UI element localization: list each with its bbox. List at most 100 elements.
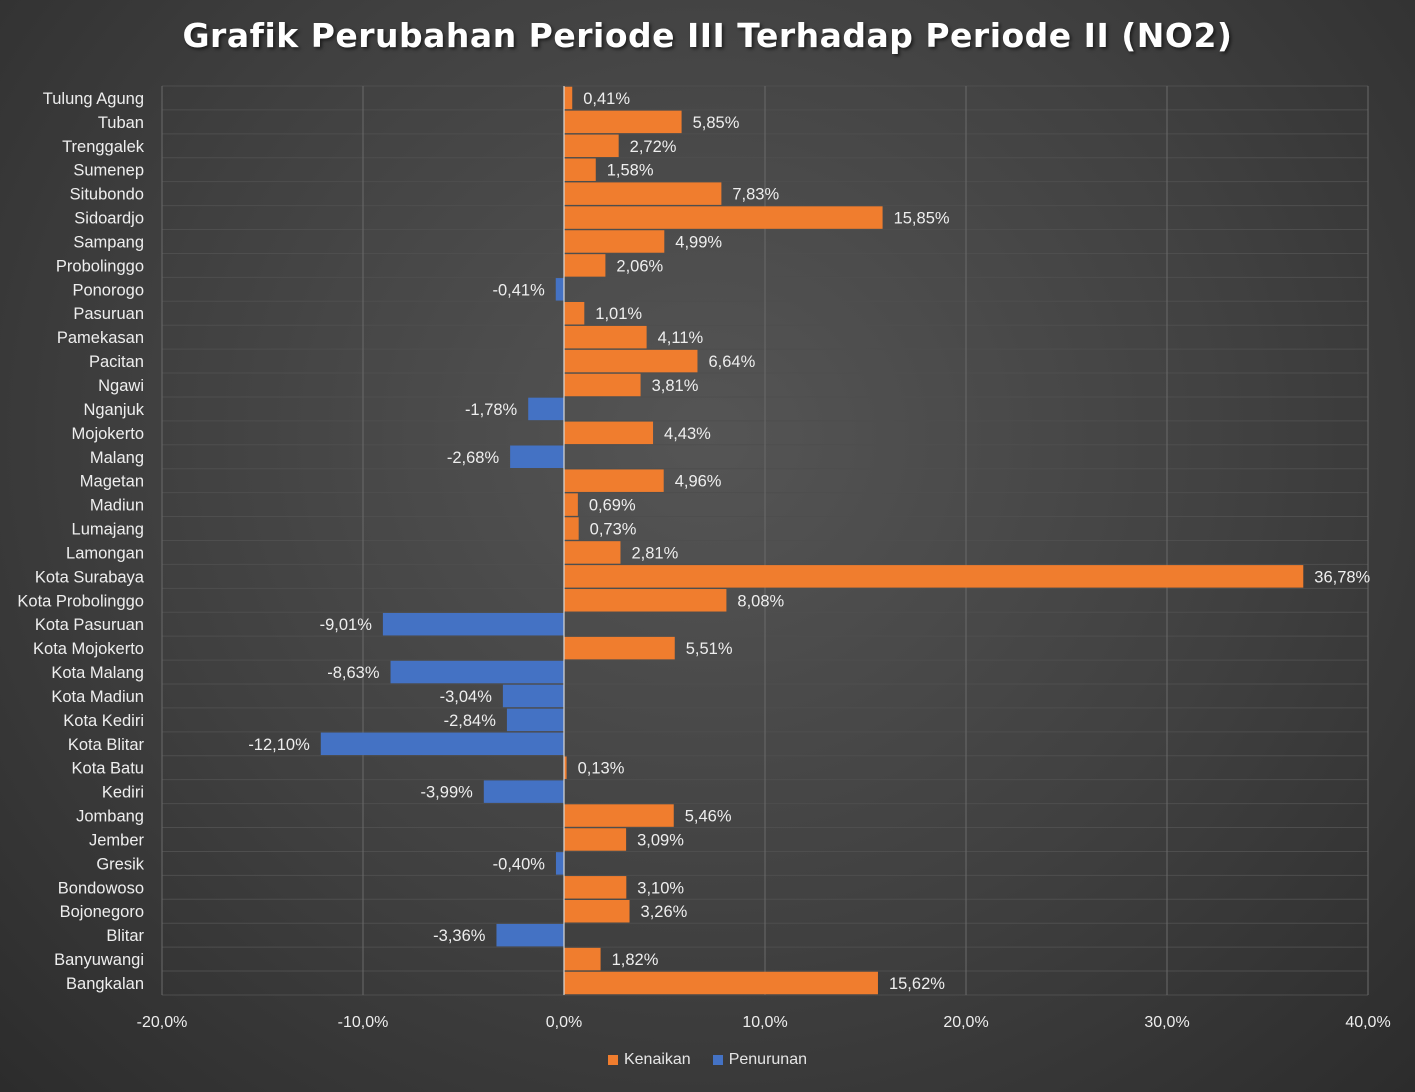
data-label: -3,36% xyxy=(433,927,486,945)
bar xyxy=(555,278,564,301)
category-label: Blitar xyxy=(106,927,144,945)
data-label: 0,13% xyxy=(578,760,625,778)
bar xyxy=(320,732,564,756)
category-label: Tulung Agung xyxy=(43,90,144,108)
category-label: Kota Blitar xyxy=(68,736,145,754)
chart-title: Grafik Perubahan Periode III Terhadap Pe… xyxy=(182,16,1233,55)
bar xyxy=(564,971,878,995)
bar xyxy=(502,684,564,708)
bar xyxy=(564,493,578,516)
x-tick-label: -10,0% xyxy=(338,1014,389,1031)
category-label: Jombang xyxy=(76,808,144,826)
data-label: 4,43% xyxy=(664,425,711,443)
bar xyxy=(483,780,564,803)
data-label: -1,78% xyxy=(465,401,518,419)
data-label: 5,46% xyxy=(685,808,732,826)
bar xyxy=(564,565,1304,588)
data-label: 2,06% xyxy=(616,257,663,275)
data-label: -0,40% xyxy=(493,855,546,873)
category-label: Situbondo xyxy=(70,186,144,204)
bar xyxy=(564,589,727,612)
category-label: Lamongan xyxy=(66,544,144,562)
data-label: 1,01% xyxy=(595,305,642,323)
bars xyxy=(320,86,1304,995)
x-tick-label: -20,0% xyxy=(137,1014,188,1031)
legend-label-kenaikan: Kenaikan xyxy=(623,1051,691,1068)
data-label: 1,82% xyxy=(612,951,659,969)
data-label: 6,64% xyxy=(708,353,755,371)
category-label: Pacitan xyxy=(89,353,144,371)
bar xyxy=(564,828,627,851)
category-label: Gresik xyxy=(96,855,144,873)
category-label: Ngawi xyxy=(98,377,144,395)
bar xyxy=(564,541,621,564)
category-label: Kediri xyxy=(102,784,144,802)
category-label: Kota Pasuruan xyxy=(35,616,144,634)
data-label: -12,10% xyxy=(248,736,310,754)
data-label: 7,83% xyxy=(732,186,779,204)
data-label: -3,04% xyxy=(440,688,493,706)
legend-label-penurunan: Penurunan xyxy=(728,1051,807,1068)
category-label: Kota Batu xyxy=(72,760,144,778)
category-label: Banyuwangi xyxy=(54,951,144,969)
category-label: Bondowoso xyxy=(58,879,144,897)
bar xyxy=(564,947,601,971)
category-label: Kota Surabaya xyxy=(35,568,145,586)
category-label: Pasuruan xyxy=(73,305,144,323)
category-label: Tuban xyxy=(98,114,144,132)
data-label: 4,96% xyxy=(675,473,722,491)
bar xyxy=(510,445,564,469)
x-tick-label: 10,0% xyxy=(742,1014,787,1031)
bar xyxy=(564,230,665,253)
category-label: Kota Mojokerto xyxy=(33,640,144,658)
data-label: 0,69% xyxy=(589,497,636,515)
bar xyxy=(564,804,674,827)
bar xyxy=(564,373,641,397)
bar xyxy=(564,325,647,349)
category-label: Malang xyxy=(90,449,144,467)
category-label: Lumajang xyxy=(72,521,144,539)
x-axis-tick-labels: -20,0% -10,0% 0,0% 10,0% 20,0% 30,0% 40,0% xyxy=(137,1014,1391,1031)
category-label: Kota Kediri xyxy=(63,712,144,730)
data-label: 2,81% xyxy=(631,544,678,562)
data-label: 5,51% xyxy=(686,640,733,658)
data-label: 3,09% xyxy=(637,831,684,849)
x-tick-label: 0,0% xyxy=(546,1014,582,1031)
bar xyxy=(564,110,682,134)
data-label: -8,63% xyxy=(327,664,380,682)
bar xyxy=(564,301,585,325)
data-label: 1,58% xyxy=(607,162,654,180)
bar xyxy=(496,923,564,947)
bar xyxy=(564,254,606,277)
legend-item-penurunan[interactable]: Penurunan xyxy=(712,1051,807,1069)
legend-swatch-penurunan xyxy=(712,1055,723,1065)
x-tick-label: 40,0% xyxy=(1345,1014,1390,1031)
x-tick-label: 20,0% xyxy=(943,1014,988,1031)
category-label: Probolinggo xyxy=(56,257,144,275)
bar xyxy=(564,517,579,540)
bar xyxy=(555,852,564,875)
data-label: 3,10% xyxy=(637,879,684,897)
data-labels: 0,41% 5,85% 2,72% 1,58% 7,83% 15,85% 4,99% 2,06… xyxy=(248,90,1370,993)
bar xyxy=(564,421,654,445)
data-label: 4,99% xyxy=(675,233,722,251)
category-label: Mojokerto xyxy=(72,425,144,443)
category-label: Trenggalek xyxy=(62,138,145,156)
legend: Kenaikan Penurunan xyxy=(0,1051,1415,1069)
bar xyxy=(564,158,596,181)
legend-swatch-kenaikan xyxy=(607,1055,618,1065)
bar xyxy=(564,86,573,110)
data-label: 3,81% xyxy=(652,377,699,395)
data-label: 36,78% xyxy=(1314,568,1370,586)
legend-item-kenaikan[interactable]: Kenaikan xyxy=(607,1051,691,1069)
data-label: 0,41% xyxy=(583,90,630,108)
bar xyxy=(564,469,664,492)
data-label: 0,73% xyxy=(590,521,637,539)
data-label: 8,08% xyxy=(737,592,784,610)
bar xyxy=(564,349,698,373)
category-label: Kota Madiun xyxy=(51,688,144,706)
category-label: Jember xyxy=(89,831,145,849)
bar xyxy=(564,876,627,899)
bar xyxy=(506,708,564,732)
category-label: Nganjuk xyxy=(83,401,144,419)
